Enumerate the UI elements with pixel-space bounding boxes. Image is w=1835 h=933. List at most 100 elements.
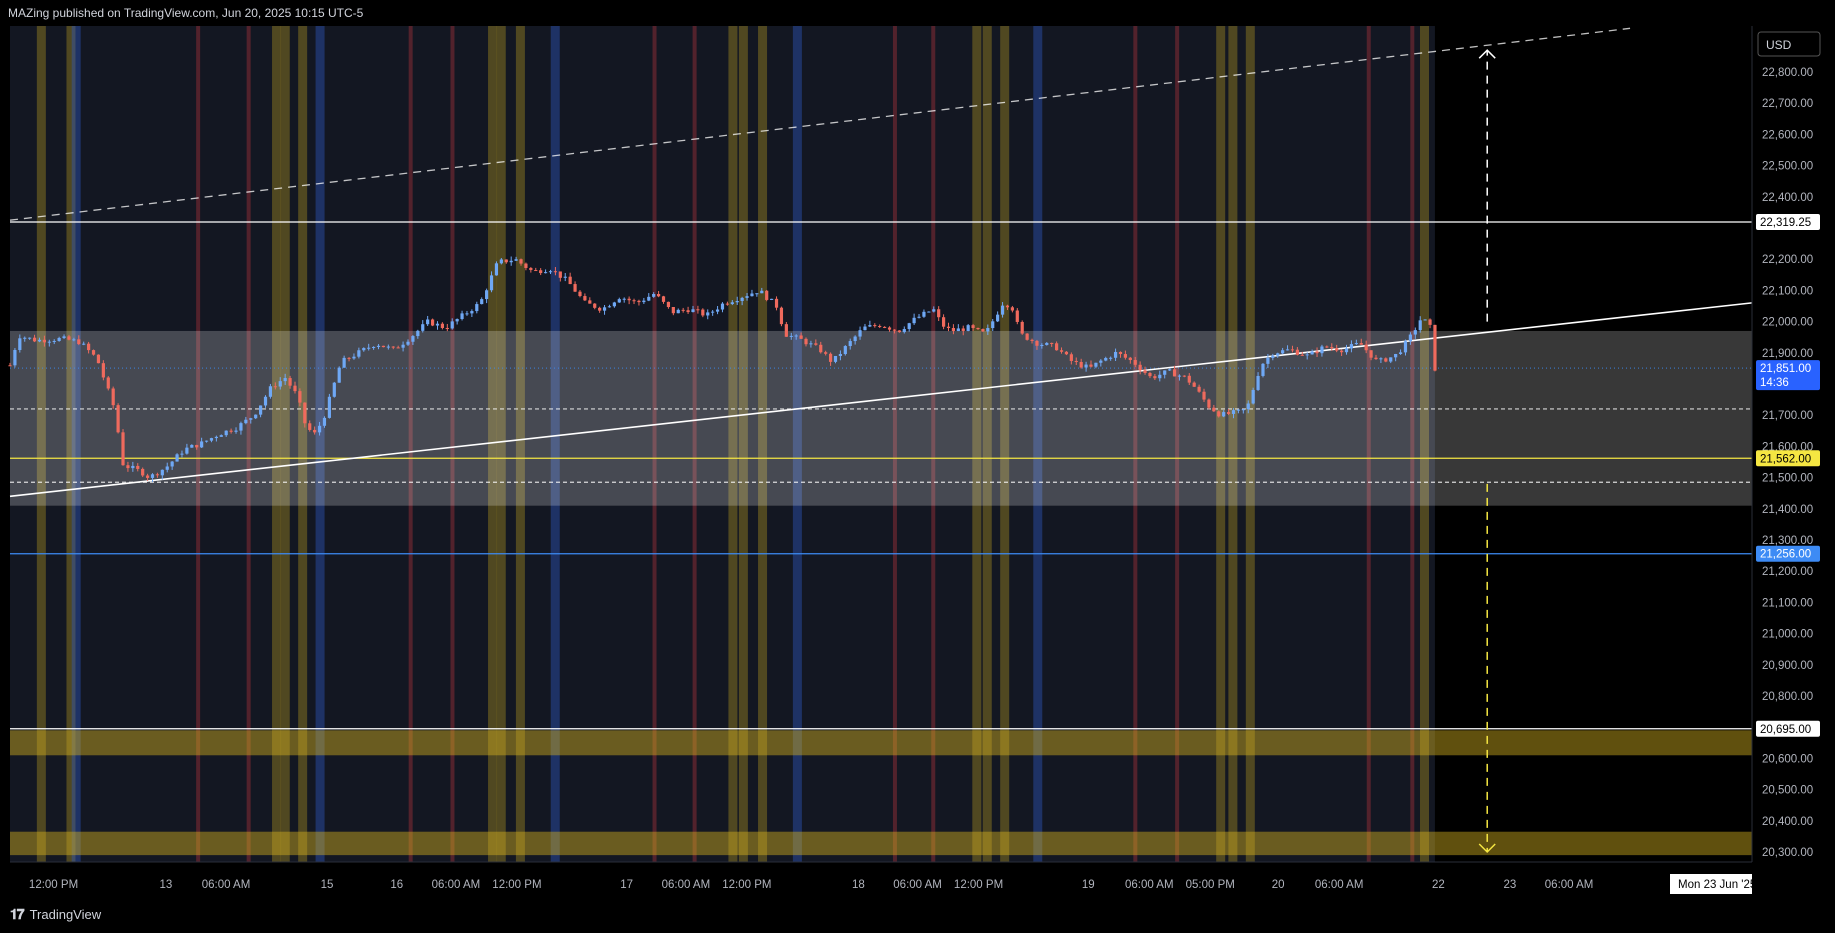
candle-body[interactable] bbox=[971, 325, 975, 329]
candle-body[interactable] bbox=[175, 454, 179, 462]
candle-body[interactable] bbox=[622, 298, 626, 300]
candle-body[interactable] bbox=[1084, 364, 1088, 368]
candle-body[interactable] bbox=[406, 341, 410, 345]
candle-body[interactable] bbox=[426, 319, 430, 325]
candle-body[interactable] bbox=[62, 336, 66, 338]
candle-body[interactable] bbox=[357, 350, 361, 357]
candle-body[interactable] bbox=[1369, 350, 1373, 358]
candle-body[interactable] bbox=[145, 475, 150, 478]
candle-body[interactable] bbox=[907, 323, 911, 330]
candle-body[interactable] bbox=[917, 316, 921, 318]
candle-body[interactable] bbox=[283, 378, 287, 382]
candle-body[interactable] bbox=[1433, 324, 1437, 371]
candle-body[interactable] bbox=[863, 326, 867, 331]
candle-body[interactable] bbox=[1281, 350, 1285, 354]
candle-body[interactable] bbox=[804, 338, 808, 345]
candle-body[interactable] bbox=[1118, 351, 1123, 355]
candle-body[interactable] bbox=[686, 310, 690, 313]
candle-body[interactable] bbox=[367, 347, 371, 349]
candle-body[interactable] bbox=[332, 382, 336, 397]
candle-body[interactable] bbox=[1109, 357, 1113, 359]
candle-body[interactable] bbox=[1389, 357, 1393, 362]
candle-body[interactable] bbox=[229, 430, 233, 432]
candle-body[interactable] bbox=[1040, 344, 1044, 346]
candle-body[interactable] bbox=[843, 346, 847, 355]
candle-body[interactable] bbox=[347, 357, 351, 359]
candle-body[interactable] bbox=[691, 309, 695, 313]
candle-body[interactable] bbox=[136, 465, 140, 469]
candle-body[interactable] bbox=[42, 339, 46, 343]
candle-body[interactable] bbox=[1168, 369, 1172, 371]
candle-body[interactable] bbox=[268, 386, 273, 397]
candle-body[interactable] bbox=[951, 327, 956, 332]
candle-body[interactable] bbox=[509, 260, 513, 263]
candle-body[interactable] bbox=[47, 341, 51, 343]
candle-body[interactable] bbox=[1354, 343, 1358, 345]
candle-body[interactable] bbox=[1423, 319, 1427, 321]
candle-body[interactable] bbox=[1025, 333, 1029, 340]
candle-body[interactable] bbox=[558, 271, 562, 278]
candle-body[interactable] bbox=[317, 425, 322, 433]
candle-body[interactable] bbox=[1000, 305, 1005, 315]
candle-body[interactable] bbox=[539, 270, 543, 274]
candle-body[interactable] bbox=[548, 271, 553, 273]
candle-body[interactable] bbox=[883, 326, 887, 328]
candle-body[interactable] bbox=[263, 396, 268, 406]
candle-body[interactable] bbox=[1379, 358, 1383, 360]
candle-body[interactable] bbox=[868, 325, 872, 327]
candle-body[interactable] bbox=[961, 328, 965, 331]
candle-body[interactable] bbox=[67, 336, 71, 340]
candle-body[interactable] bbox=[499, 259, 503, 264]
candle-body[interactable] bbox=[381, 345, 386, 348]
candle-body[interactable] bbox=[637, 300, 641, 303]
candle-body[interactable] bbox=[52, 340, 56, 342]
candle-body[interactable] bbox=[1295, 349, 1299, 355]
candle-body[interactable] bbox=[774, 298, 779, 308]
candle-body[interactable] bbox=[1408, 334, 1412, 342]
candle-body[interactable] bbox=[1315, 351, 1319, 354]
candle-body[interactable] bbox=[976, 328, 980, 330]
candle-body[interactable] bbox=[1266, 357, 1270, 364]
candle-body[interactable] bbox=[1413, 330, 1417, 335]
candle-body[interactable] bbox=[789, 335, 793, 337]
candle-body[interactable] bbox=[386, 346, 390, 348]
candle-body[interactable] bbox=[1261, 363, 1265, 376]
candle-body[interactable] bbox=[219, 435, 223, 437]
candle-body[interactable] bbox=[244, 419, 248, 424]
candle-body[interactable] bbox=[745, 296, 749, 298]
candle-body[interactable] bbox=[1030, 339, 1034, 341]
candle-body[interactable] bbox=[858, 330, 862, 337]
candle-body[interactable] bbox=[185, 447, 189, 454]
candle-body[interactable] bbox=[1256, 375, 1260, 390]
candle-body[interactable] bbox=[455, 319, 459, 322]
candle-body[interactable] bbox=[249, 418, 253, 420]
candle-body[interactable] bbox=[652, 293, 656, 297]
candle-body[interactable] bbox=[239, 423, 243, 431]
candle-body[interactable] bbox=[1300, 354, 1304, 356]
candle-body[interactable] bbox=[37, 339, 42, 342]
candle-body[interactable] bbox=[376, 345, 381, 347]
candle-body[interactable] bbox=[602, 307, 607, 311]
candle-body[interactable] bbox=[101, 363, 105, 378]
candle-body[interactable] bbox=[661, 296, 666, 302]
candle-body[interactable] bbox=[873, 325, 877, 327]
candle-body[interactable] bbox=[514, 259, 518, 261]
candle-body[interactable] bbox=[1035, 340, 1039, 346]
candle-body[interactable] bbox=[715, 309, 720, 312]
candle-body[interactable] bbox=[696, 309, 700, 311]
candle-body[interactable] bbox=[902, 329, 906, 333]
candle-body[interactable] bbox=[770, 298, 774, 300]
candle-body[interactable] bbox=[563, 276, 567, 278]
candle-body[interactable] bbox=[1197, 386, 1201, 392]
candle-body[interactable] bbox=[1320, 346, 1324, 354]
candle-body[interactable] bbox=[1394, 354, 1398, 358]
candle-body[interactable] bbox=[1123, 354, 1127, 358]
candle-body[interactable] bbox=[519, 259, 523, 264]
candle-body[interactable] bbox=[1005, 305, 1010, 308]
candle-body[interactable] bbox=[647, 296, 651, 301]
candle-body[interactable] bbox=[607, 306, 612, 308]
candle-body[interactable] bbox=[1330, 347, 1334, 349]
candle-body[interactable] bbox=[1212, 407, 1216, 412]
candle-body[interactable] bbox=[1050, 342, 1054, 344]
candle-body[interactable] bbox=[352, 356, 356, 359]
